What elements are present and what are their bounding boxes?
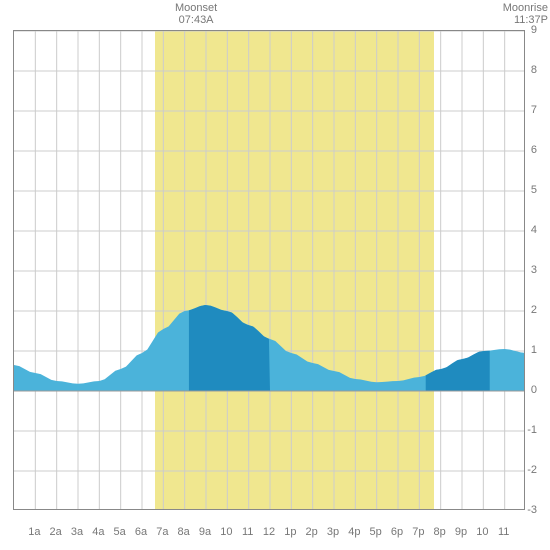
- x-axis-ticks: 1a 2a 3a 4a 5a 6a 7a 8a 9a 10 11 12 1p 2p 3p 4p 5p 6p 7p 8p…: [13, 526, 525, 540]
- zero-line: [14, 31, 525, 510]
- x-tick: 8a: [178, 526, 190, 538]
- y-tick: 0: [531, 384, 537, 396]
- x-tick: 9a: [199, 526, 211, 538]
- x-tick: 6p: [391, 526, 403, 538]
- x-tick: 10: [476, 526, 488, 538]
- y-tick: 8: [531, 64, 537, 76]
- tide-chart-container: Moonset 07:43A Moonrise 11:37P -3-2-1012…: [0, 0, 550, 550]
- chart-header: Moonset 07:43A Moonrise 11:37P: [0, 2, 550, 30]
- x-tick: 1p: [284, 526, 296, 538]
- y-tick: 9: [531, 24, 537, 36]
- moonset-label: Moonset: [175, 2, 217, 14]
- y-tick: 1: [531, 344, 537, 356]
- x-tick: 11: [242, 526, 253, 538]
- x-tick: 10: [220, 526, 232, 538]
- x-tick: 8p: [434, 526, 446, 538]
- plot-area: [13, 30, 525, 510]
- y-tick: 5: [531, 184, 537, 196]
- moonrise-label: Moonrise: [503, 2, 548, 14]
- moonset-block: Moonset 07:43A: [175, 2, 217, 26]
- moonrise-time: 11:37P: [503, 14, 548, 26]
- x-tick: 12: [263, 526, 275, 538]
- x-tick: 6a: [135, 526, 147, 538]
- y-tick: 4: [531, 224, 537, 236]
- x-tick: 4p: [348, 526, 360, 538]
- x-tick: 2a: [50, 526, 62, 538]
- x-tick: 1a: [28, 526, 40, 538]
- y-tick: 7: [531, 104, 537, 116]
- moonset-time: 07:43A: [175, 14, 217, 26]
- x-tick: 5p: [370, 526, 382, 538]
- y-tick: -1: [527, 424, 537, 436]
- x-tick: 9p: [455, 526, 467, 538]
- x-tick: 3p: [327, 526, 339, 538]
- y-tick: -2: [527, 464, 537, 476]
- x-tick: 7a: [156, 526, 168, 538]
- x-tick: 2p: [306, 526, 318, 538]
- y-tick: 2: [531, 304, 537, 316]
- x-tick: 3a: [71, 526, 83, 538]
- y-tick: 3: [531, 264, 537, 276]
- x-tick: 7p: [412, 526, 424, 538]
- y-tick: -3: [527, 504, 537, 516]
- x-tick: 5a: [114, 526, 126, 538]
- moonrise-block: Moonrise 11:37P: [503, 2, 548, 26]
- x-tick: 11: [498, 526, 509, 538]
- y-tick: 6: [531, 144, 537, 156]
- x-tick: 4a: [92, 526, 104, 538]
